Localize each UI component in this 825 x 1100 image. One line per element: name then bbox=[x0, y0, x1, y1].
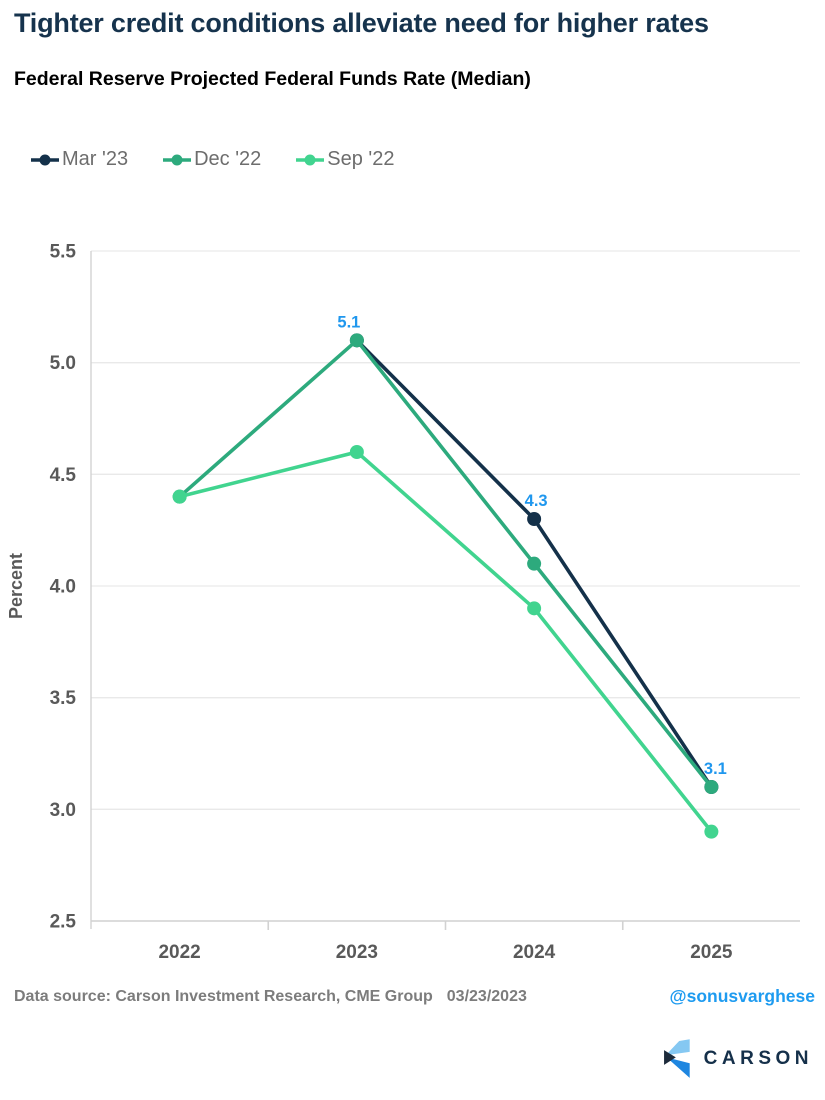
data-label: 5.1 bbox=[337, 313, 360, 331]
x-tick-label: 2023 bbox=[336, 942, 378, 963]
source-text: Data source: Carson Investment Research,… bbox=[14, 988, 433, 1005]
y-tick-label: 5.5 bbox=[50, 242, 77, 263]
data-point bbox=[704, 824, 719, 839]
data-label: 4.3 bbox=[525, 492, 548, 510]
data-point bbox=[172, 489, 187, 504]
y-tick-label: 4.0 bbox=[50, 577, 76, 598]
data-point bbox=[704, 780, 719, 794]
data-label: 3.1 bbox=[704, 760, 727, 778]
y-tick-label: 3.0 bbox=[50, 800, 76, 821]
x-tick-label: 2025 bbox=[690, 942, 733, 963]
data-point bbox=[349, 333, 364, 348]
line-marker-icon bbox=[163, 154, 192, 165]
data-point bbox=[349, 445, 364, 459]
y-tick-label: 2.5 bbox=[50, 912, 77, 933]
series-line-Dec '22 bbox=[178, 337, 713, 789]
y-tick-label: 5.0 bbox=[50, 353, 76, 374]
legend-item-dec22: Dec '22 bbox=[162, 148, 261, 171]
line-marker-icon bbox=[296, 154, 325, 165]
twitter-handle: @sonusvarghese bbox=[669, 986, 815, 1006]
legend-label: Sep '22 bbox=[327, 148, 395, 170]
x-tick-label: 2024 bbox=[513, 942, 556, 963]
data-source-note: Data source: Carson Investment Research,… bbox=[14, 988, 527, 1006]
y-axis-title: Percent bbox=[6, 553, 26, 619]
chart-legend: Mar '23 Dec '22 Sep '22 bbox=[30, 148, 394, 171]
data-point bbox=[527, 512, 542, 526]
line-marker-icon bbox=[31, 154, 59, 165]
data-point bbox=[527, 601, 542, 616]
x-tick-label: 2022 bbox=[158, 942, 200, 963]
series-line-Sep '22 bbox=[179, 450, 713, 833]
data-point bbox=[527, 556, 542, 571]
chart-subtitle: Federal Reserve Projected Federal Funds … bbox=[14, 68, 531, 90]
legend-label: Dec '22 bbox=[194, 148, 262, 170]
y-tick-label: 3.5 bbox=[50, 688, 77, 709]
legend-label: Mar '23 bbox=[62, 148, 129, 170]
page-title: Tighter credit conditions alleviate need… bbox=[14, 8, 709, 38]
legend-item-mar23: Mar '23 bbox=[30, 148, 128, 171]
y-tick-label: 4.5 bbox=[50, 465, 77, 486]
carson-logo-icon bbox=[663, 1039, 690, 1078]
carson-logo-text: CARSON bbox=[703, 1048, 813, 1069]
carson-logo: CARSON bbox=[661, 1038, 813, 1080]
legend-item-sep22: Sep '22 bbox=[295, 148, 394, 171]
chart-date: 03/23/2023 bbox=[446, 988, 527, 1005]
